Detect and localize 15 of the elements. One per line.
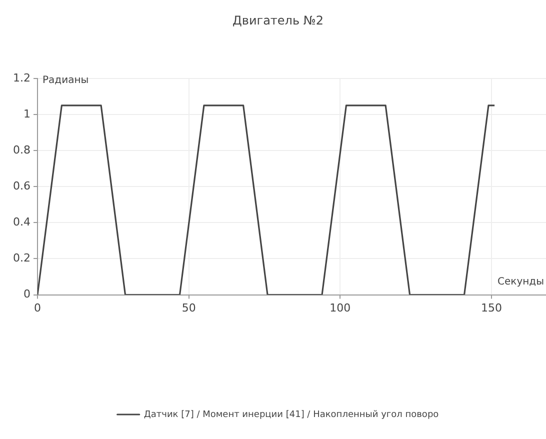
x-tick-label: 100 (330, 301, 351, 314)
y-tick-label: 0.8 (12, 143, 30, 156)
y-axis-title: Радианы (42, 74, 89, 86)
y-tick-label: 0.4 (12, 216, 30, 229)
legend-label: Датчик [7] / Момент инерции [41] / Накопленный угол поворо (144, 410, 440, 420)
x-tick-label: 50 (182, 301, 196, 314)
y-tick-label: 0 (23, 288, 30, 301)
y-tick-label: 0.2 (12, 252, 30, 265)
chart-title: Двигатель №2 (232, 13, 324, 28)
x-axis-title: Секунды (498, 276, 544, 288)
y-tick-label: 0.6 (12, 179, 30, 192)
x-tick-label: 0 (34, 301, 41, 314)
y-tick-label: 1 (23, 107, 30, 120)
x-tick-label: 150 (481, 301, 502, 314)
y-tick-label: 1.2 (12, 71, 30, 84)
